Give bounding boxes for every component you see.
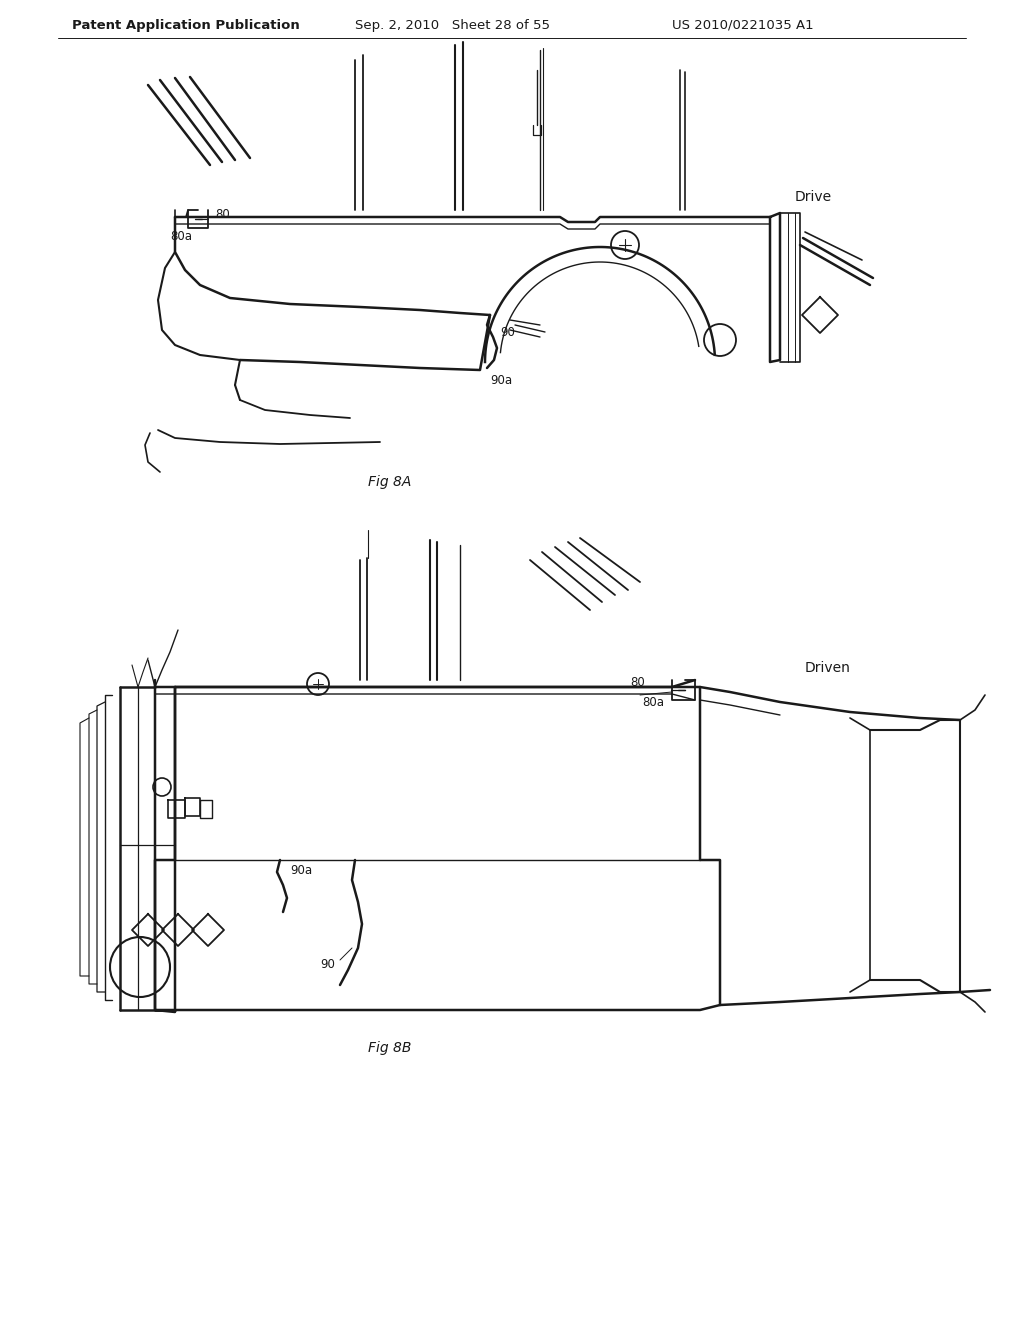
Text: 90a: 90a: [490, 374, 512, 387]
Text: 80: 80: [630, 676, 645, 689]
Text: Sep. 2, 2010   Sheet 28 of 55: Sep. 2, 2010 Sheet 28 of 55: [355, 18, 550, 32]
Text: 80a: 80a: [170, 230, 193, 243]
Text: 80a: 80a: [642, 697, 664, 710]
Text: Fig 8A: Fig 8A: [369, 475, 412, 488]
Text: Drive: Drive: [795, 190, 833, 205]
Text: 90: 90: [319, 958, 335, 972]
Text: 90a: 90a: [290, 863, 312, 876]
Text: 90: 90: [500, 326, 515, 338]
Text: Driven: Driven: [805, 661, 851, 675]
Text: Fig 8B: Fig 8B: [369, 1041, 412, 1055]
Text: 80: 80: [215, 207, 229, 220]
Text: US 2010/0221035 A1: US 2010/0221035 A1: [672, 18, 814, 32]
Text: Patent Application Publication: Patent Application Publication: [72, 18, 300, 32]
